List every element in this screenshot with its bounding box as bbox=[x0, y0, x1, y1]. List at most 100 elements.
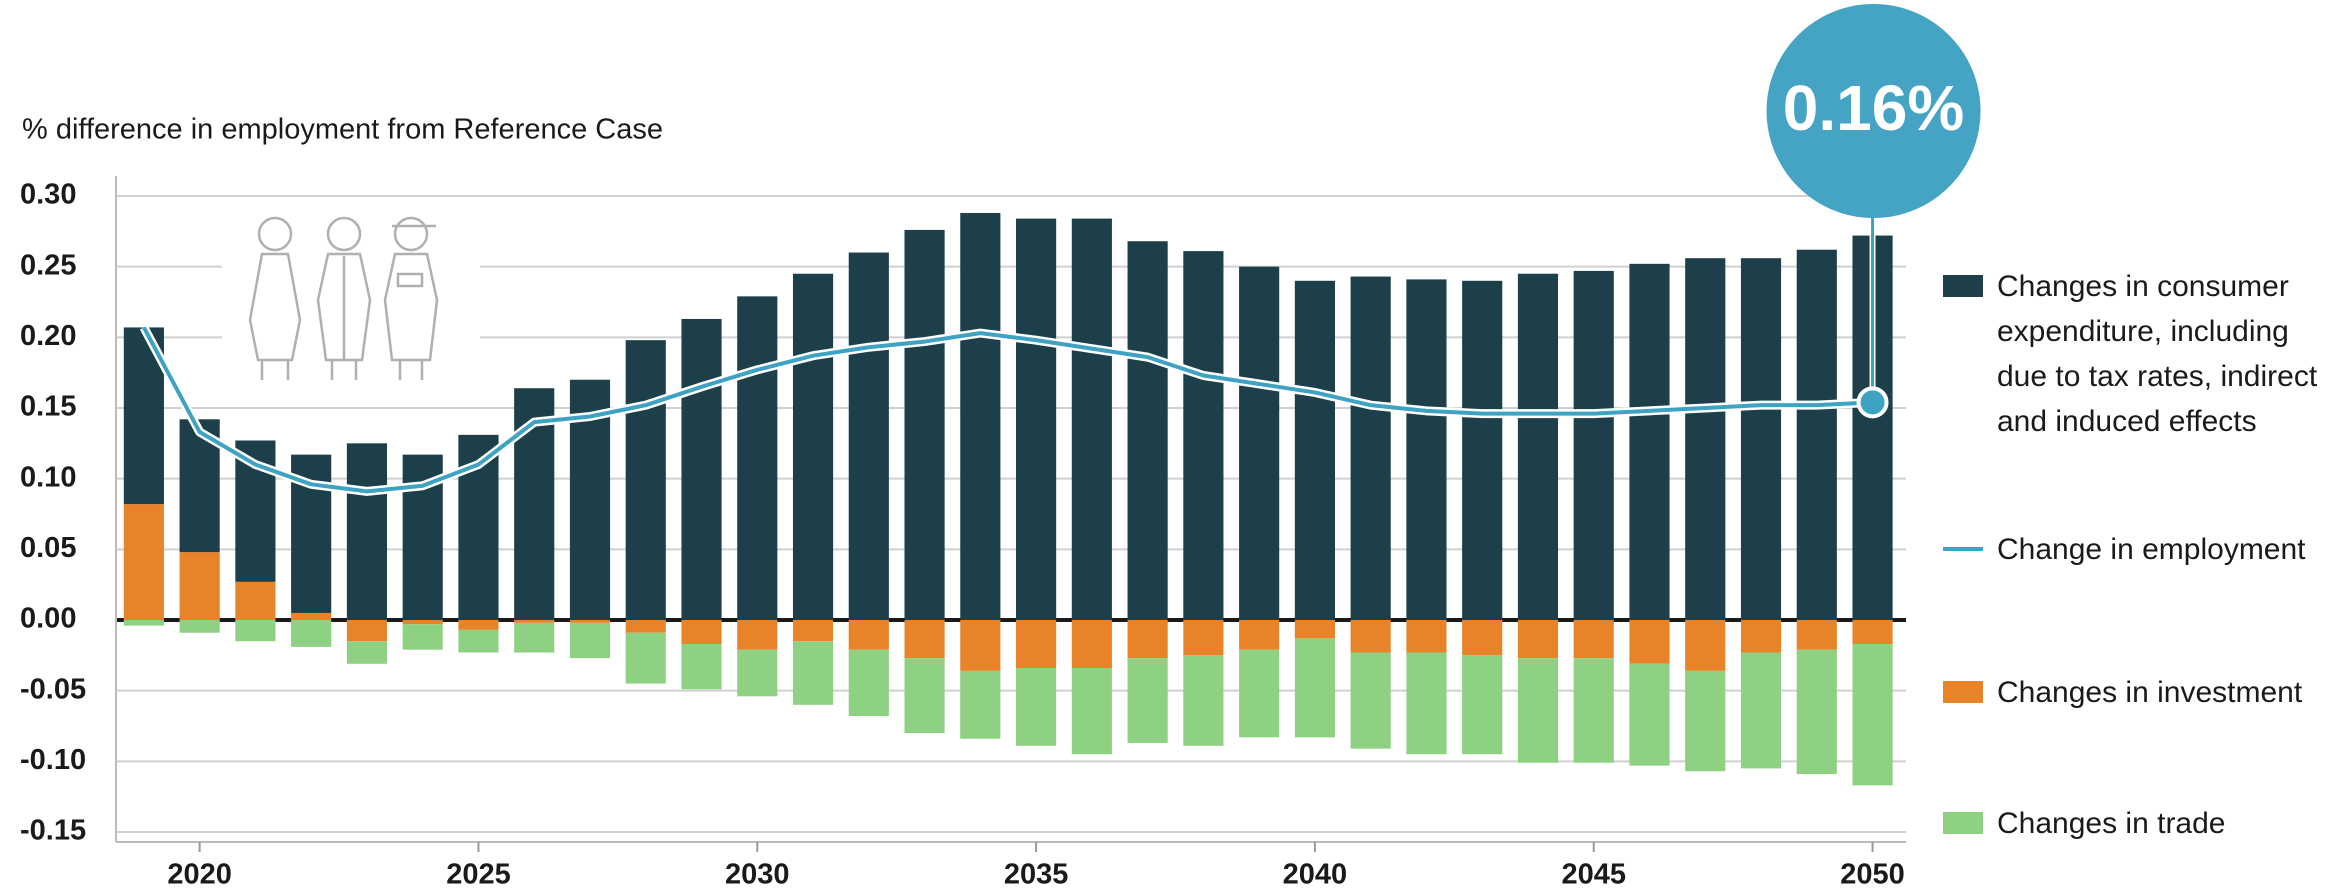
bar bbox=[960, 670, 1001, 739]
x-tick-label: 2020 bbox=[167, 859, 232, 891]
bar bbox=[1740, 258, 1782, 620]
callout-bubble bbox=[1766, 4, 1981, 218]
bar bbox=[291, 612, 332, 620]
bar bbox=[681, 318, 722, 620]
bar bbox=[1239, 266, 1280, 620]
x-tick-label: 2040 bbox=[1283, 859, 1348, 891]
bar bbox=[235, 620, 276, 642]
y-tick-label: 0.05 bbox=[20, 532, 76, 564]
bar bbox=[904, 620, 945, 659]
x-tick-label: 2045 bbox=[1561, 859, 1626, 891]
bar bbox=[1573, 658, 1614, 763]
bar bbox=[1462, 280, 1503, 620]
bar bbox=[514, 622, 555, 653]
bar bbox=[458, 629, 499, 653]
y-tick-label: -0.15 bbox=[20, 815, 86, 847]
bar bbox=[1183, 620, 1224, 656]
bar bbox=[960, 212, 1001, 620]
bar bbox=[514, 620, 555, 623]
bar bbox=[1016, 668, 1057, 746]
bar bbox=[123, 504, 164, 620]
bar bbox=[1740, 620, 1782, 653]
legend-item: Changes in trade bbox=[1943, 801, 2326, 846]
bar bbox=[346, 620, 388, 642]
legend-label: Change in employment bbox=[1997, 533, 2306, 566]
bar bbox=[904, 229, 945, 621]
bar bbox=[1239, 620, 1280, 650]
bar bbox=[1629, 620, 1670, 664]
bar bbox=[792, 620, 834, 642]
bar bbox=[1685, 620, 1726, 671]
bar bbox=[904, 658, 945, 734]
bar bbox=[179, 620, 220, 633]
x-tick-label: 2050 bbox=[1840, 859, 1905, 891]
bar bbox=[1127, 241, 1168, 620]
legend-item: Change in employment bbox=[1943, 527, 2326, 572]
bar bbox=[1406, 620, 1447, 653]
bar bbox=[1350, 652, 1391, 749]
legend-swatch bbox=[1943, 547, 1983, 551]
bar bbox=[569, 620, 611, 623]
bar bbox=[235, 581, 276, 620]
bar bbox=[625, 620, 666, 633]
bar bbox=[1183, 655, 1224, 746]
bar bbox=[1685, 258, 1726, 620]
bar bbox=[848, 649, 889, 717]
axis-title: % difference in employment from Referenc… bbox=[22, 114, 663, 146]
bar bbox=[1406, 279, 1447, 620]
legend-swatch bbox=[1943, 812, 1983, 834]
bar bbox=[1071, 668, 1112, 755]
bar bbox=[1573, 620, 1614, 659]
legend-label: Changes in trade bbox=[1997, 807, 2226, 840]
x-tick-label: 2030 bbox=[725, 859, 790, 891]
y-tick-label: 0.25 bbox=[20, 249, 76, 281]
legend-label: Changes in consumer expenditure, includi… bbox=[1997, 270, 2318, 438]
legend-item: Changes in investment bbox=[1943, 670, 2326, 715]
bar bbox=[1740, 652, 1782, 769]
bar bbox=[1239, 649, 1280, 738]
x-tick-label: 2025 bbox=[446, 859, 511, 891]
y-tick-label: 0.30 bbox=[20, 179, 76, 211]
bar bbox=[792, 273, 834, 620]
bar bbox=[402, 620, 443, 625]
bar bbox=[346, 641, 388, 664]
bar bbox=[1350, 276, 1391, 620]
bar bbox=[848, 620, 889, 650]
bar bbox=[1796, 249, 1837, 620]
bar bbox=[737, 649, 778, 697]
bar bbox=[1016, 620, 1057, 669]
bar bbox=[569, 622, 611, 659]
bar bbox=[1406, 652, 1447, 755]
bar bbox=[458, 620, 499, 630]
bar bbox=[1350, 620, 1391, 653]
line bbox=[142, 326, 1873, 494]
bar bbox=[960, 620, 1001, 671]
y-tick-label: 0.20 bbox=[20, 320, 76, 352]
legend-swatch bbox=[1943, 275, 1983, 297]
bar bbox=[1573, 270, 1614, 620]
end-marker bbox=[1856, 386, 1889, 419]
bar bbox=[291, 620, 332, 647]
bar bbox=[681, 644, 722, 690]
bar bbox=[123, 620, 164, 626]
bar bbox=[1685, 670, 1726, 772]
bar bbox=[346, 443, 388, 620]
bar bbox=[1183, 251, 1224, 620]
bar bbox=[1127, 620, 1168, 659]
bar bbox=[179, 552, 220, 620]
y-tick-label: -0.05 bbox=[20, 673, 86, 705]
y-tick-label: 0.00 bbox=[20, 603, 76, 635]
bar bbox=[1016, 218, 1057, 620]
bar bbox=[848, 252, 889, 621]
x-tick-label: 2035 bbox=[1004, 859, 1069, 891]
bar bbox=[1796, 620, 1837, 650]
bar bbox=[1852, 620, 1893, 645]
bar bbox=[1127, 658, 1168, 743]
callout-label: 0.16% bbox=[1783, 72, 1964, 144]
y-tick-label: -0.10 bbox=[20, 744, 86, 776]
legend-label: Changes in investment bbox=[1997, 676, 2303, 709]
bar bbox=[1629, 263, 1670, 620]
bar bbox=[792, 641, 834, 705]
